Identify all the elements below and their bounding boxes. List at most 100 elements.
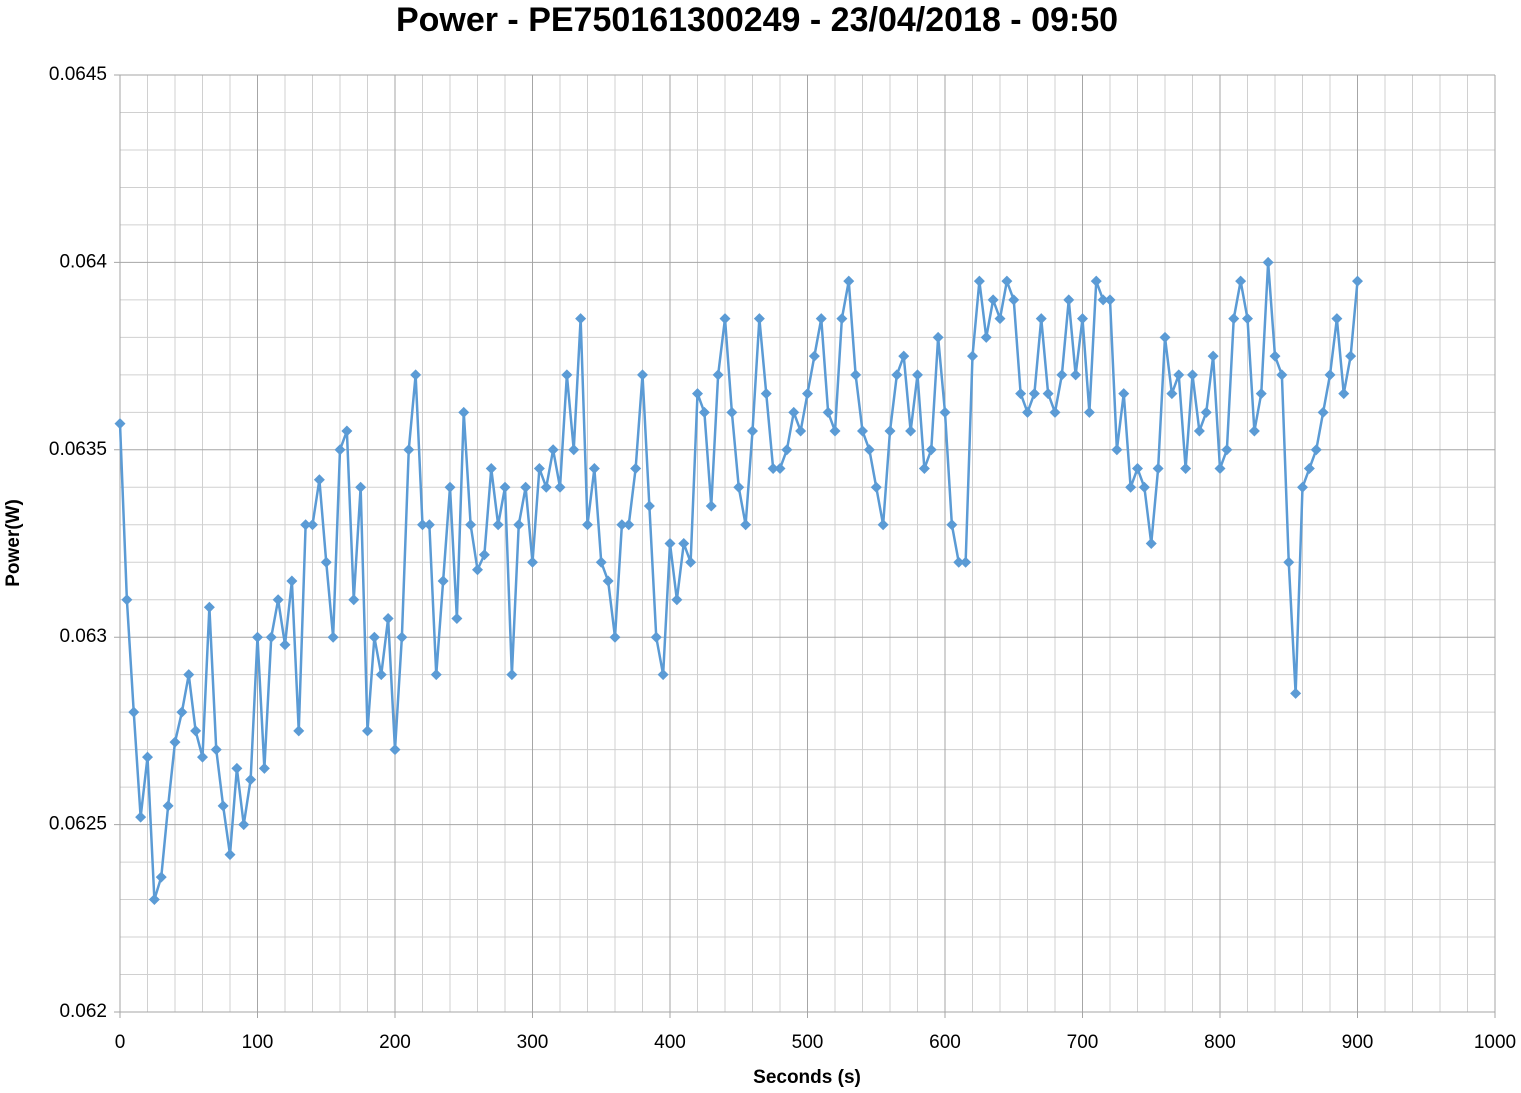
- data-point: [444, 481, 456, 493]
- data-point: [410, 369, 422, 381]
- data-point: [657, 669, 669, 681]
- data-point: [348, 594, 360, 606]
- data-point: [953, 556, 965, 568]
- data-point: [918, 463, 930, 475]
- data-point: [994, 313, 1006, 325]
- data-point: [1283, 556, 1295, 568]
- data-point: [313, 474, 325, 486]
- data-point: [540, 481, 552, 493]
- data-point: [183, 669, 195, 681]
- data-point: [905, 425, 917, 437]
- y-tick-label: 0.0635: [49, 439, 107, 460]
- x-tick-label: 0: [115, 1032, 126, 1053]
- data-point: [1193, 425, 1205, 437]
- data-point: [850, 369, 862, 381]
- data-line: [118, 261, 1359, 901]
- data-point: [1187, 369, 1198, 381]
- data-point: [458, 406, 470, 418]
- data-point: [320, 556, 332, 568]
- data-point: [1056, 369, 1068, 381]
- y-tick-label: 0.0625: [49, 814, 107, 835]
- data-point: [396, 631, 408, 643]
- data-point: [231, 762, 243, 774]
- data-point: [781, 444, 793, 456]
- data-point: [561, 369, 573, 381]
- data-point: [513, 519, 525, 531]
- data-point: [1118, 388, 1130, 400]
- data-point: [155, 871, 167, 883]
- data-point: [1310, 444, 1322, 456]
- data-point: [128, 706, 140, 718]
- data-point: [643, 500, 655, 512]
- data-point: [898, 350, 910, 362]
- data-point: [1173, 369, 1185, 381]
- data-point: [375, 669, 387, 681]
- data-point: [1200, 406, 1212, 418]
- data-point: [650, 631, 662, 643]
- data-point: [939, 406, 951, 418]
- data-point: [705, 500, 717, 512]
- data-point: [121, 594, 133, 606]
- data-point: [829, 425, 841, 437]
- data-point: [788, 406, 800, 418]
- y-tick-label: 0.0645: [49, 64, 107, 85]
- data-point: [1228, 313, 1240, 325]
- data-point: [265, 631, 277, 643]
- data-point: [1077, 313, 1088, 325]
- data-point: [362, 725, 373, 737]
- data-point: [1015, 388, 1027, 400]
- data-point: [1035, 313, 1047, 325]
- data-point: [1269, 350, 1281, 362]
- data-point: [1235, 275, 1247, 287]
- x-axis-title: Seconds (s): [753, 1067, 861, 1088]
- data-point: [1008, 294, 1020, 306]
- data-point: [286, 575, 298, 587]
- data-point: [307, 519, 318, 531]
- data-point: [685, 556, 697, 568]
- data-point: [623, 519, 635, 531]
- data-point: [527, 556, 538, 568]
- x-tick-label: 200: [379, 1032, 411, 1053]
- data-point: [1255, 388, 1267, 400]
- data-point: [162, 800, 174, 812]
- data-point: [712, 369, 724, 381]
- data-point: [1166, 388, 1178, 400]
- data-point: [217, 800, 229, 812]
- data-point: [767, 463, 779, 475]
- data-point: [960, 556, 972, 568]
- x-tick-label: 900: [1342, 1032, 1374, 1053]
- data-point: [1042, 388, 1054, 400]
- data-point: [1276, 369, 1288, 381]
- data-point: [403, 444, 415, 456]
- data-point: [671, 594, 683, 606]
- data-point: [327, 631, 339, 643]
- data-point: [334, 444, 346, 456]
- data-point: [1262, 256, 1274, 268]
- data-point: [465, 519, 477, 531]
- data-point: [1022, 406, 1033, 418]
- data-point: [300, 519, 312, 531]
- data-point: [1145, 538, 1157, 549]
- data-point: [1070, 369, 1082, 381]
- data-point: [802, 388, 813, 400]
- data-point: [1028, 388, 1040, 400]
- data-point: [272, 594, 284, 606]
- data-point: [1159, 331, 1171, 343]
- data-point: [1138, 481, 1150, 493]
- x-tick-label: 700: [1067, 1032, 1099, 1053]
- data-point: [245, 774, 257, 786]
- data-point: [238, 819, 250, 831]
- data-point: [169, 736, 181, 748]
- data-point: [595, 556, 607, 568]
- data-point: [1221, 444, 1233, 456]
- data-point: [747, 425, 758, 437]
- data-point: [1324, 369, 1336, 381]
- data-point: [582, 519, 593, 531]
- data-point: [575, 313, 587, 325]
- data-point: [912, 369, 923, 381]
- data-point: [568, 444, 580, 456]
- data-point: [836, 313, 848, 325]
- data-point: [203, 601, 215, 613]
- data-point: [740, 519, 752, 531]
- data-point: [760, 388, 772, 400]
